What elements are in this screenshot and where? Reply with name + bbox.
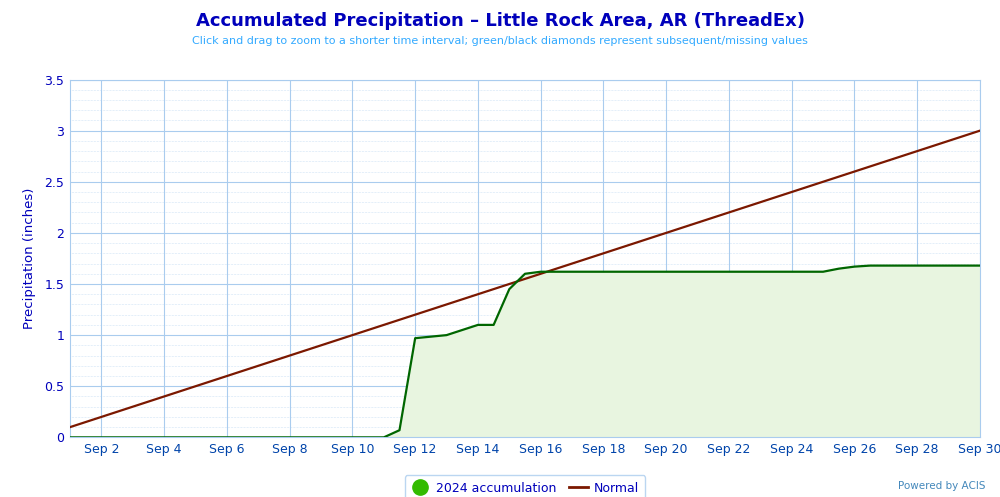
Text: Powered by ACIS: Powered by ACIS [898,481,985,491]
Text: Click and drag to zoom to a shorter time interval; green/black diamonds represen: Click and drag to zoom to a shorter time… [192,36,808,46]
Text: Accumulated Precipitation – Little Rock Area, AR (ThreadEx): Accumulated Precipitation – Little Rock … [196,12,804,30]
Legend: 2024 accumulation, Normal: 2024 accumulation, Normal [405,476,645,497]
Y-axis label: Precipitation (inches): Precipitation (inches) [23,188,36,329]
